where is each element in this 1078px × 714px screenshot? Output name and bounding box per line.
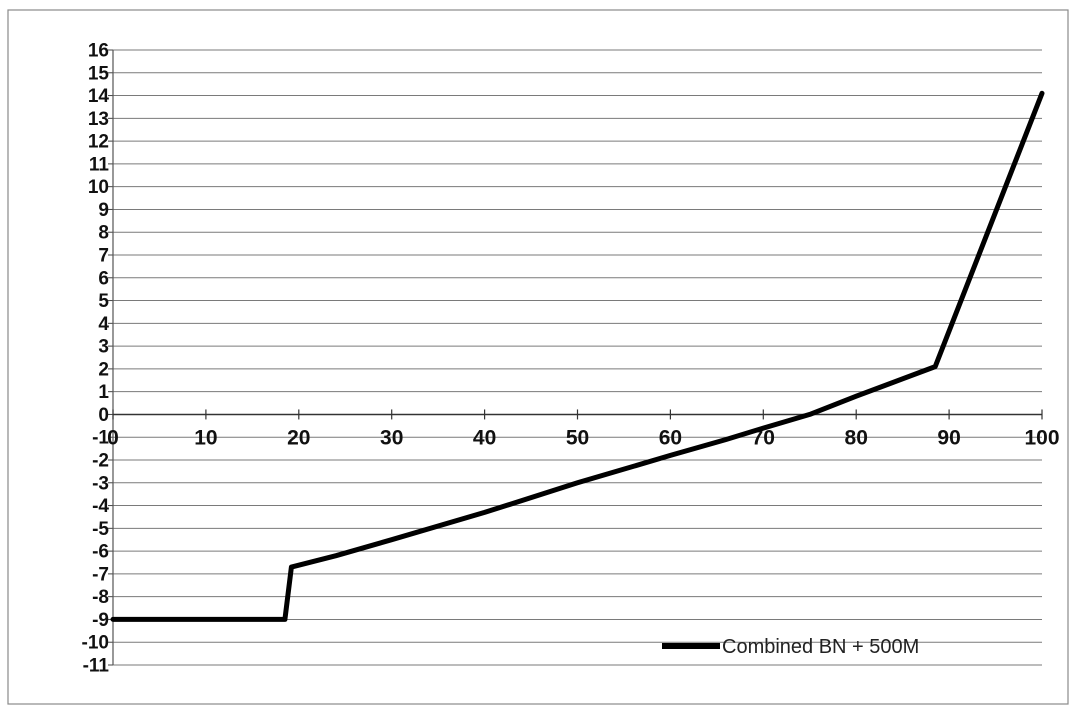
y-tick-label: 4 (98, 314, 109, 335)
x-tick-label: 10 (194, 426, 217, 449)
y-tick-label: -8 (92, 587, 109, 608)
chart-border (7, 9, 1069, 705)
y-tick-label: -6 (92, 542, 109, 563)
series-line-0 (110, 90, 1045, 622)
y-tick-label: 15 (88, 63, 110, 84)
axes (108, 49, 1043, 666)
y-tick-label: 9 (98, 200, 109, 221)
x-tick-label: 20 (287, 426, 310, 449)
x-axis-tick-labels: 0 10 20 30 40 50 60 70 80 90 100 (107, 426, 1059, 449)
x-tick-label: 30 (380, 426, 403, 449)
y-tick-label: 1 (98, 382, 109, 403)
y-tick-label: 14 (88, 86, 110, 107)
gridlines (113, 49, 1042, 666)
x-tick-label: 100 (1024, 426, 1059, 449)
y-tick-label: 16 (88, 41, 109, 62)
x-tick-label: 90 (937, 426, 960, 449)
y-tick-label: -7 (92, 564, 109, 585)
y-tick-label: 12 (88, 132, 109, 153)
y-axis-tick-labels: 161514131211109876543210-1-2-3-4-5-6-7-8… (82, 41, 110, 677)
x-tick-label: 80 (845, 426, 868, 449)
x-tick-label: 0 (107, 426, 119, 449)
y-tick-label: -4 (92, 496, 109, 517)
y-tick-label: -10 (82, 633, 109, 654)
y-tick-label: 3 (98, 337, 109, 358)
y-tick-label: -5 (92, 519, 109, 540)
y-tick-label: -1 (92, 428, 109, 449)
x-tick-label: 50 (566, 426, 589, 449)
y-tick-label: -11 (83, 656, 110, 677)
y-tick-label: 2 (98, 359, 109, 380)
x-tick-label: 60 (659, 426, 682, 449)
series (110, 90, 1045, 622)
x-tick-label: 40 (473, 426, 496, 449)
y-tick-label: -3 (92, 473, 109, 494)
y-tick-label: 6 (98, 268, 109, 289)
y-tick-label: 0 (98, 405, 109, 426)
y-tick-label: 7 (98, 246, 109, 267)
y-tick-label: 11 (89, 154, 110, 175)
y-tick-label: 5 (98, 291, 109, 312)
legend-label: Combined BN + 500M (722, 636, 919, 658)
y-tick-label: 10 (88, 177, 109, 198)
y-tick-label: -9 (92, 610, 109, 631)
legend: Combined BN + 500M (662, 636, 919, 658)
y-tick-label: -2 (92, 451, 109, 472)
y-tick-label: 8 (98, 223, 109, 244)
y-tick-label: 13 (88, 109, 109, 130)
